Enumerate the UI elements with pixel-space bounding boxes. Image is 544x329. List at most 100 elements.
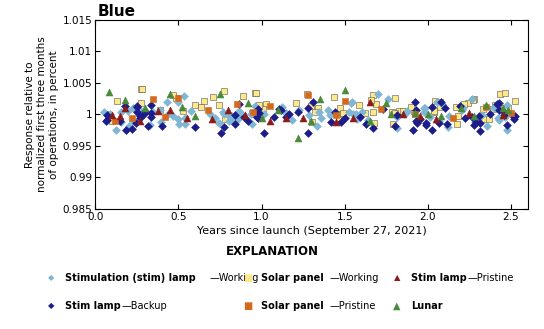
Point <box>482 103 491 108</box>
Point <box>140 111 149 116</box>
Point <box>311 109 320 114</box>
Point <box>382 100 391 105</box>
Point <box>351 112 360 117</box>
Point <box>349 111 357 116</box>
Point <box>316 97 324 102</box>
Point <box>137 101 145 106</box>
Point <box>428 128 437 133</box>
Point <box>180 94 188 99</box>
Point <box>469 98 478 103</box>
Point <box>128 118 137 123</box>
Point <box>299 115 307 120</box>
Point <box>490 105 498 111</box>
Point <box>412 118 421 124</box>
Point <box>250 104 259 109</box>
Point <box>211 116 219 121</box>
Point <box>415 114 424 119</box>
Point <box>335 116 343 121</box>
Point <box>233 116 242 122</box>
Point <box>220 116 229 121</box>
Point <box>260 131 269 136</box>
Text: ▲: ▲ <box>394 273 400 283</box>
Text: Blue: Blue <box>97 4 135 19</box>
Point <box>246 111 255 116</box>
Point <box>349 115 357 121</box>
Point <box>128 105 137 111</box>
Point <box>171 95 180 100</box>
Point <box>477 112 486 117</box>
Point <box>156 119 165 124</box>
Point <box>181 122 189 127</box>
Point <box>255 110 263 115</box>
Point <box>368 125 377 131</box>
Point <box>112 127 121 133</box>
Point <box>220 125 228 130</box>
Point <box>133 110 141 115</box>
Point <box>388 121 397 126</box>
Point <box>251 90 259 95</box>
Point <box>399 108 408 113</box>
Point <box>274 107 282 113</box>
Point <box>496 92 504 97</box>
Point <box>391 95 399 100</box>
Point <box>465 110 474 115</box>
Point <box>233 110 242 115</box>
Point <box>314 105 323 110</box>
Point <box>317 116 325 121</box>
Text: Solar panel: Solar panel <box>261 301 324 311</box>
Text: ▲: ▲ <box>393 301 401 311</box>
Point <box>366 119 374 124</box>
Point <box>383 96 392 102</box>
Point <box>312 124 321 129</box>
Point <box>424 111 432 116</box>
Point <box>132 105 141 110</box>
Point <box>215 103 224 108</box>
Point <box>314 109 323 114</box>
Point <box>135 116 144 121</box>
Point <box>254 115 263 120</box>
Point <box>166 91 175 97</box>
Point <box>493 102 502 107</box>
Point <box>138 87 147 92</box>
Point <box>498 113 507 118</box>
Point <box>293 110 302 115</box>
Point <box>128 126 137 132</box>
Point <box>419 110 428 115</box>
Point <box>434 120 443 125</box>
Point <box>106 111 115 116</box>
Point <box>364 117 373 123</box>
Point <box>174 116 183 121</box>
Point <box>330 94 339 100</box>
Point <box>443 124 452 130</box>
Point <box>208 94 217 99</box>
Point <box>157 123 166 128</box>
Point <box>191 125 200 130</box>
Point <box>460 115 469 121</box>
Point <box>429 109 438 114</box>
Text: EXPLANATION: EXPLANATION <box>226 245 318 258</box>
Text: ◆: ◆ <box>48 301 55 311</box>
Point <box>233 113 242 118</box>
Point <box>225 118 233 124</box>
Point <box>104 89 113 95</box>
Point <box>503 108 512 113</box>
Point <box>206 111 214 116</box>
Point <box>393 125 401 130</box>
Point <box>395 109 404 114</box>
Point <box>372 101 381 106</box>
Point <box>199 99 208 104</box>
Point <box>181 115 189 120</box>
Point <box>295 108 304 113</box>
Point <box>258 106 267 112</box>
Point <box>224 107 233 112</box>
Point <box>361 122 370 127</box>
Text: ■: ■ <box>243 301 252 311</box>
Point <box>469 123 478 128</box>
Point <box>254 109 263 114</box>
Point <box>146 110 155 115</box>
Point <box>294 135 302 140</box>
Point <box>356 114 364 119</box>
Point <box>332 112 341 117</box>
Point <box>501 90 510 95</box>
Point <box>432 116 441 121</box>
